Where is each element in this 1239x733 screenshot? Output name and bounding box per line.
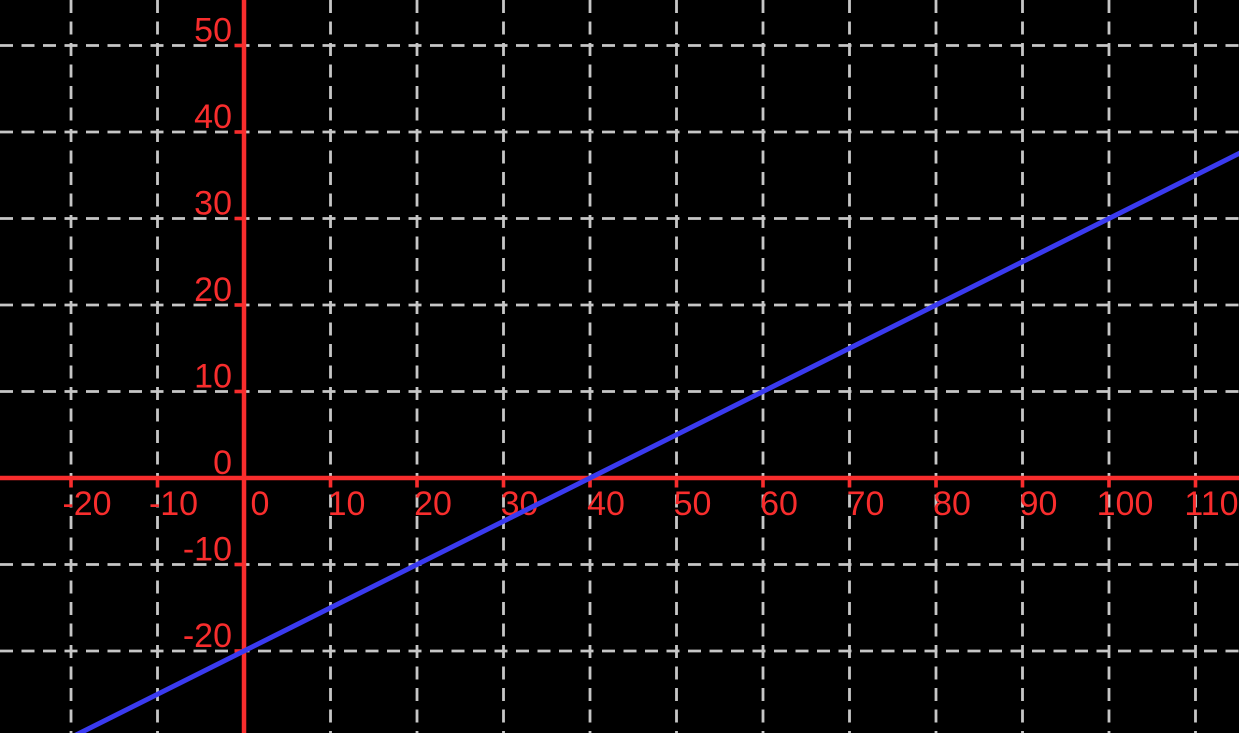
y-tick-label-30: 30 (194, 184, 232, 222)
x-tick-label--20: -20 (62, 485, 111, 523)
y-tick-label--10: -10 (183, 530, 232, 568)
x-tick-label-70: 70 (847, 485, 885, 523)
x-tick-label--10: -10 (149, 485, 198, 523)
x-tick-label-60: 60 (760, 485, 798, 523)
y-tick-label-40: 40 (194, 98, 232, 136)
y-tick-label-20: 20 (194, 271, 232, 309)
x-tick-label-40: 40 (587, 485, 625, 523)
x-tick-label-0: 0 (251, 485, 270, 523)
x-tick-label-10: 10 (328, 485, 366, 523)
x-tick-label-20: 20 (414, 485, 452, 523)
y-tick-label-0: 0 (213, 444, 232, 482)
x-tick-label-50: 50 (674, 485, 712, 523)
x-tick-label-110: 110 (1184, 485, 1238, 523)
x-tick-label-100: 100 (1097, 485, 1154, 523)
plot-line-blue-line (74, 150, 1239, 733)
y-tick-label-10: 10 (194, 357, 232, 395)
x-tick-label-80: 80 (933, 485, 971, 523)
x-tick-label-90: 90 (1020, 485, 1058, 523)
y-tick-label-50: 50 (194, 11, 232, 49)
y-tick-label--20: -20 (183, 617, 232, 655)
x-tick-label-30: 30 (501, 485, 539, 523)
